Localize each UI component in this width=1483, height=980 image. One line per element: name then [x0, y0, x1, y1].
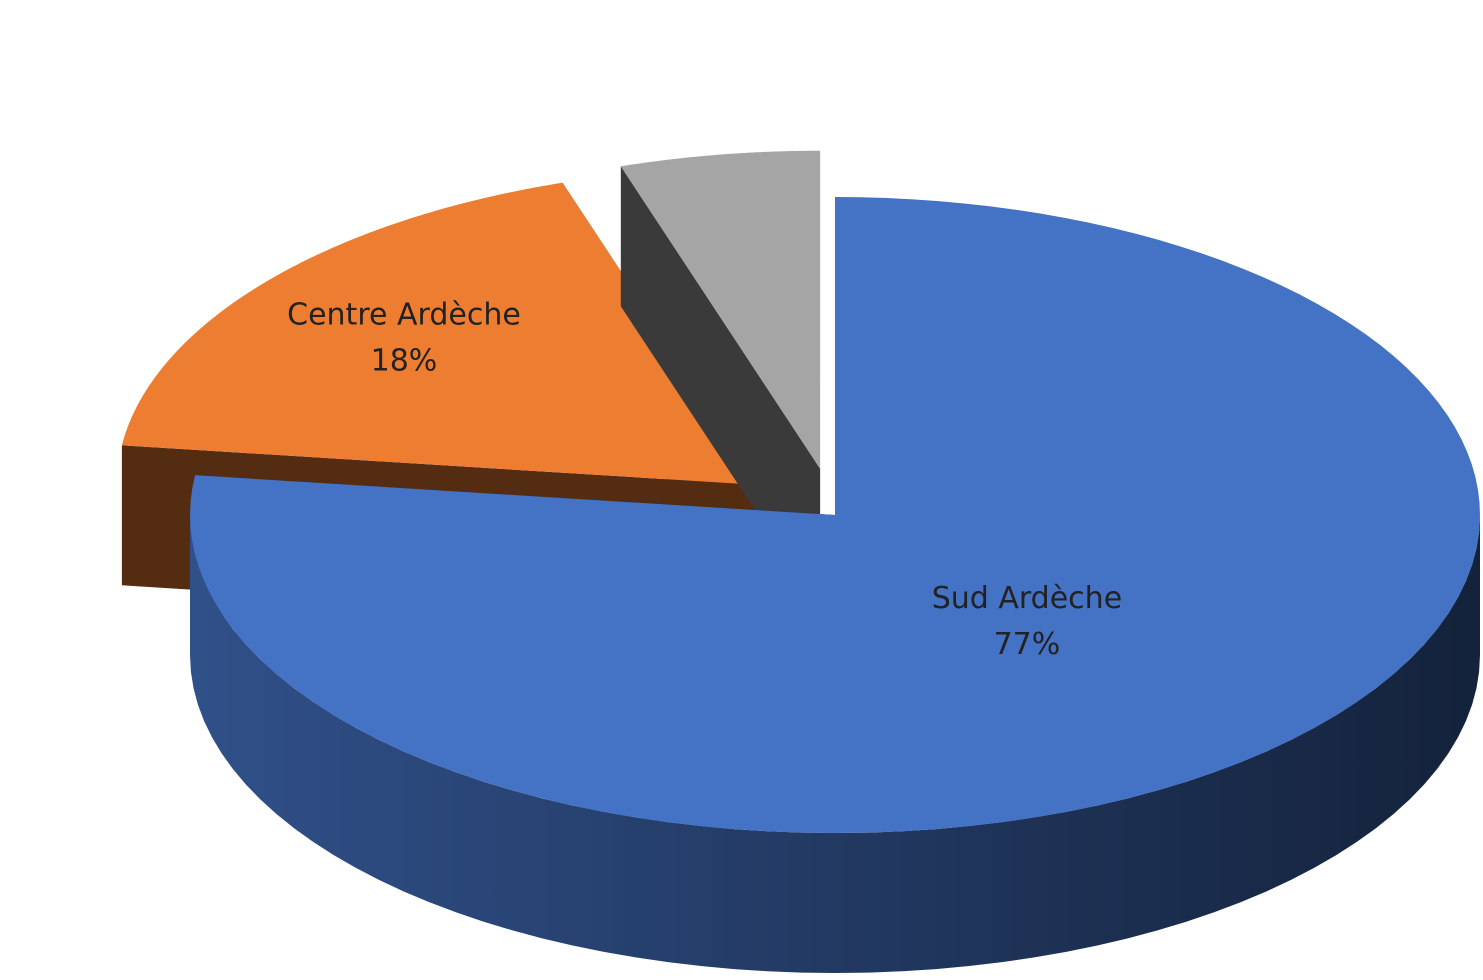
value-label: 5%: [667, 0, 715, 6]
slice-top: [190, 197, 1480, 833]
slice: [620, 150, 821, 609]
slice-top: [121, 182, 762, 486]
value-label: 77%: [994, 627, 1061, 662]
value-label: 18%: [371, 344, 438, 379]
slice-wall: [190, 515, 1480, 973]
category-label: Sud Ardèche: [932, 581, 1122, 616]
category-label: Centre Ardèche: [287, 298, 521, 333]
slice-cut-face: [620, 166, 821, 609]
slice-top: [620, 150, 821, 469]
slice: [190, 197, 1480, 973]
